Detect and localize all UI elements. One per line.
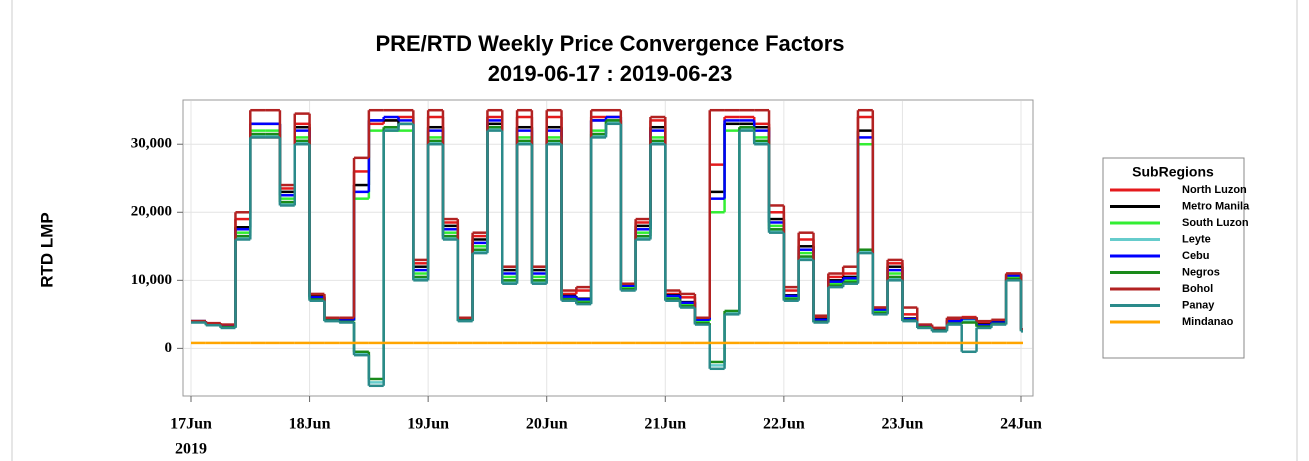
x-tick-label: 23Jun [882,416,924,433]
x-tick-label: 17Jun [170,416,212,433]
legend-label: North Luzon [1182,184,1247,196]
legend-title: SubRegions [1132,164,1214,180]
y-tick-label: 0 [165,340,173,356]
legend-label: Metro Manila [1182,200,1250,212]
x-tick-label: 21Jun [644,416,686,433]
legend-label: Negros [1182,266,1220,278]
y-tick-label: 10,000 [131,272,172,288]
y-tick-label: 20,000 [131,204,172,220]
legend-label: Mindanao [1182,316,1234,328]
x-tick-year: 2019 [175,441,207,458]
x-tick-label: 22Jun [763,416,805,433]
legend-label: Bohol [1182,283,1213,295]
legend-label: Leyte [1182,233,1211,245]
x-tick-label: 20Jun [526,416,568,433]
chart-subtitle: 2019-06-17 : 2019-06-23 [488,61,733,86]
chart-title: PRE/RTD Weekly Price Convergence Factors [375,31,844,56]
legend-label: South Luzon [1182,217,1249,229]
legend-label: Cebu [1182,250,1210,262]
x-tick-label: 24Jun [1000,416,1042,433]
y-tick-label: 30,000 [131,136,172,152]
legend-label: Panay [1182,299,1215,311]
x-tick-label: 19Jun [407,416,449,433]
plot-frame [182,99,1034,397]
x-tick-label: 18Jun [289,416,331,433]
y-axis-label: RTD LMP [37,212,56,288]
